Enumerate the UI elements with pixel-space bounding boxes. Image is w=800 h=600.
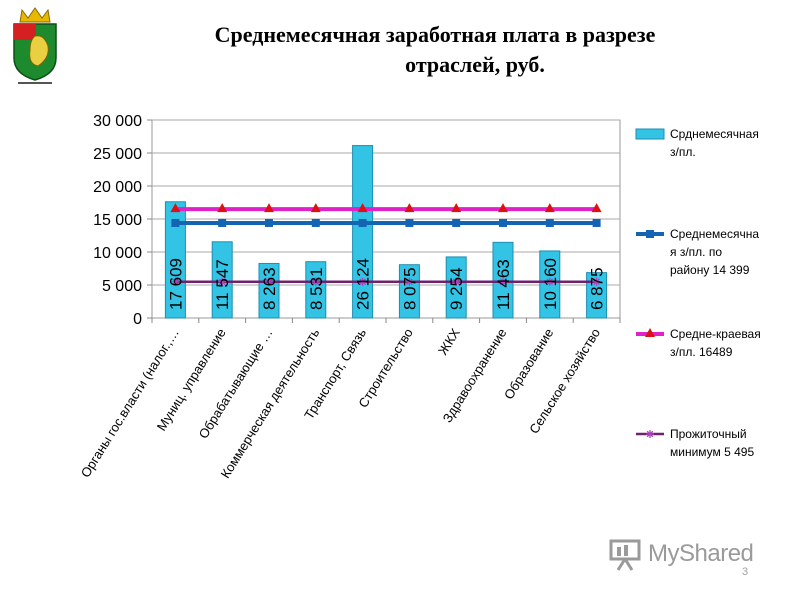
slide-title: Среднемесячная заработная плата в разрез…: [120, 20, 750, 80]
y-tick-label: 15 000: [93, 212, 142, 229]
legend-marker-regional: [645, 328, 655, 337]
category-label: Органы гос.власти (налог.,…: [78, 326, 182, 480]
series-marker-district: [592, 218, 601, 227]
y-tick-label: 0: [133, 311, 142, 328]
data-label: 8 531: [307, 267, 326, 310]
category-label: Коммерческая деятельность: [218, 325, 323, 480]
series-marker-regional: [217, 203, 228, 213]
series-marker-regional: [498, 203, 508, 213]
bar: [398, 264, 420, 319]
data-label: 11 463: [494, 259, 513, 310]
legend-label-bars: з/пл.: [670, 145, 696, 159]
data-label: 17 609: [166, 258, 185, 310]
series-marker-regional: [264, 203, 274, 213]
legend-label-regional: з/пл. 16489: [670, 345, 733, 359]
series-marker-regional: [310, 203, 321, 213]
series-marker-district: [452, 218, 461, 227]
series-marker-district: [171, 218, 180, 227]
bar: [352, 145, 374, 319]
series-marker-subsistence: [171, 277, 180, 286]
legend-label-subsistence: минимум 5 495: [670, 445, 754, 459]
legend-label-subsistence: Прожиточный: [670, 427, 747, 441]
y-tick-label: 10 000: [93, 245, 142, 262]
data-label: 11 547: [213, 259, 232, 310]
series-marker-district: [311, 218, 320, 227]
legend-label-district: я з/пл. по: [670, 245, 722, 259]
legend-label-district: Среднемесячна: [670, 227, 759, 241]
municipal-emblem: [8, 6, 62, 86]
bar: [164, 201, 186, 319]
y-tick-label: 30 000: [93, 113, 142, 130]
slide-title-line1: Среднемесячная заработная плата в разрез…: [214, 22, 656, 47]
data-label: 10 160: [541, 258, 560, 310]
bar: [445, 256, 467, 319]
data-label: 8 263: [260, 267, 279, 310]
series-marker-district: [499, 218, 507, 227]
data-label: 8 075: [400, 267, 419, 310]
series-marker-regional: [451, 203, 462, 213]
data-label: 26 124: [354, 258, 373, 310]
series-marker-regional: [170, 203, 181, 213]
legend-label-regional: Средне-краевая: [670, 327, 761, 341]
data-label: 9 254: [447, 267, 466, 310]
series-marker-subsistence: [592, 277, 601, 286]
series-marker-subsistence: [265, 277, 273, 286]
y-tick-label: 20 000: [93, 179, 142, 196]
legend-label-district: району 14 399: [670, 263, 750, 277]
bar: [258, 262, 280, 319]
legend-marker-district: [646, 230, 654, 238]
series-marker-district: [405, 218, 414, 227]
category-label: ЖКХ: [435, 325, 463, 357]
series-marker-subsistence: [311, 277, 320, 286]
presentation-icon: [609, 539, 641, 571]
data-label: 6 875: [588, 267, 607, 310]
series-marker-regional: [404, 203, 415, 213]
watermark: MyShared: [608, 538, 768, 572]
slide-title-line2: отраслей, руб.: [405, 52, 545, 77]
series-marker-subsistence: [499, 277, 507, 286]
watermark-text: MyShared: [648, 540, 754, 567]
bar: [305, 261, 327, 319]
category-label: Образование: [501, 326, 556, 402]
series-marker-subsistence: [405, 277, 414, 286]
series-marker-subsistence: [358, 277, 367, 286]
series-marker-regional: [357, 203, 368, 213]
legend-swatch-bars: [635, 128, 665, 140]
y-tick-label: 25 000: [93, 146, 142, 163]
bar: [586, 272, 608, 319]
series-marker-district: [358, 218, 367, 227]
series-marker-subsistence: [545, 277, 554, 286]
series-marker-regional: [591, 203, 602, 213]
series-marker-regional: [544, 203, 555, 213]
series-marker-district: [265, 218, 273, 227]
series-marker-district: [545, 218, 554, 227]
y-tick-label: 5 000: [102, 278, 142, 295]
legend-marker-subsistence: [646, 430, 654, 438]
series-marker-district: [218, 218, 227, 227]
series-marker-subsistence: [452, 277, 461, 286]
series-marker-subsistence: [218, 277, 227, 286]
legend-label-bars: Срднемесячная: [670, 127, 759, 141]
page-number: 3: [742, 566, 749, 578]
